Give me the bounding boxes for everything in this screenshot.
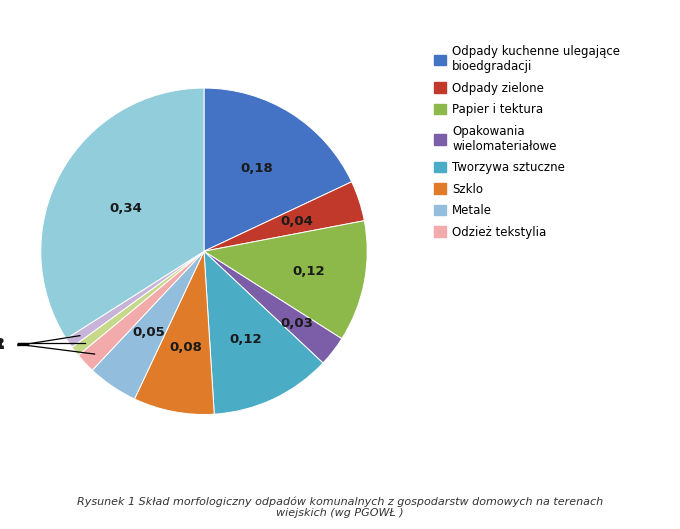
Wedge shape xyxy=(72,251,204,355)
Wedge shape xyxy=(204,88,352,251)
Text: Rysunek 1 Skład morfologiczny odpadów komunalnych z gospodarstw domowych na tere: Rysunek 1 Skład morfologiczny odpadów ko… xyxy=(77,496,603,518)
Text: 0,02: 0,02 xyxy=(0,337,5,350)
Legend: Odpady kuchenne ulegające
bioedgradacji, Odpady zielone, Papier i tektura, Opako: Odpady kuchenne ulegające bioedgradacji,… xyxy=(435,45,620,239)
Wedge shape xyxy=(41,88,204,339)
Text: 0,03: 0,03 xyxy=(280,317,313,330)
Text: 0,04: 0,04 xyxy=(281,215,313,227)
Text: 0,18: 0,18 xyxy=(240,162,273,175)
Wedge shape xyxy=(135,251,214,415)
Wedge shape xyxy=(204,251,323,414)
Wedge shape xyxy=(78,251,204,370)
Text: 0,34: 0,34 xyxy=(109,202,142,215)
Wedge shape xyxy=(204,251,342,363)
Text: 0,01: 0,01 xyxy=(0,338,5,351)
Wedge shape xyxy=(204,221,367,339)
Text: 0,12: 0,12 xyxy=(292,264,324,278)
Text: 0,01: 0,01 xyxy=(0,339,5,352)
Wedge shape xyxy=(92,251,204,399)
Text: 0,08: 0,08 xyxy=(169,341,202,354)
Wedge shape xyxy=(204,182,364,251)
Text: 0,05: 0,05 xyxy=(133,326,165,339)
Wedge shape xyxy=(66,251,204,347)
Text: 0,12: 0,12 xyxy=(229,333,262,346)
